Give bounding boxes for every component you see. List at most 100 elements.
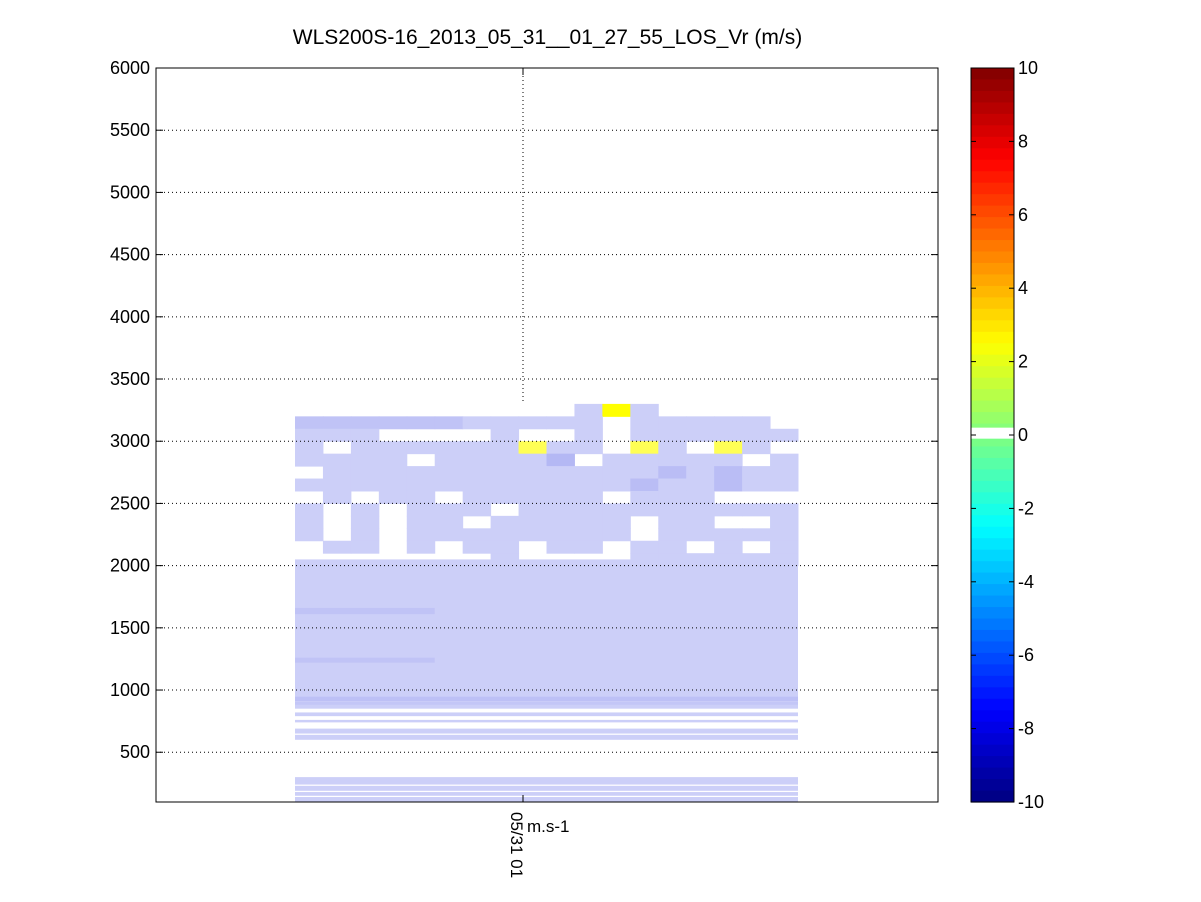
heatmap-cell [295,441,324,455]
colorbar-step [971,457,1014,471]
heatmap-cell [462,528,492,542]
colorbar-tick-label: 10 [1018,58,1038,78]
x-tick-label: 05/31 01 [507,812,528,902]
heatmap-cell [462,441,492,455]
colorbar-step [971,469,1014,482]
heatmap-cell [295,428,324,442]
heatmap-cell [714,453,743,467]
heatmap-cell [295,528,324,542]
heatmap-band [295,797,798,802]
colorbar-step [971,503,1014,516]
colorbar-step [971,675,1014,688]
colorbar-step [971,412,1014,425]
heatmap-cell [658,428,687,442]
colorbar-step [971,102,1014,115]
heatmap-cell [770,453,799,467]
heatmap-cell [406,441,436,455]
heatmap-cell [574,478,603,492]
heatmap-cell [574,515,603,529]
heatmap-cell [686,528,715,542]
heatmap-cell [714,553,743,567]
heatmap-cell [574,503,603,517]
heatmap-cell [462,540,492,554]
colorbar-step [971,366,1014,379]
colorbar-step [971,194,1014,207]
heatmap-cell [295,503,324,517]
heatmap-cell [742,528,771,542]
heatmap-cell [658,416,687,430]
heatmap-cell [378,490,408,504]
heatmap-cell [322,428,352,442]
heatmap-band [295,704,798,709]
heatmap-cell [770,528,799,542]
heatmap-cell [434,528,464,542]
heatmap-cell [546,466,575,480]
heatmap-cell [350,528,380,542]
heatmap-cell [462,416,492,430]
heatmap-cell [658,490,687,504]
heatmap-cell [546,528,575,542]
heatmap-cell [770,503,799,517]
heatmap-cell [518,528,547,542]
heatmap-cell [546,453,575,467]
y-tick-label: 3000 [110,431,150,451]
heatmap-cell [518,453,547,467]
heatmap-cell [322,490,352,504]
colorbar-step [971,744,1014,757]
heatmap-cell [406,503,436,517]
y-tick-label: 2000 [110,556,150,576]
colorbar-step [971,377,1014,390]
heatmap-cell [742,553,771,567]
colorbar-step [971,595,1014,608]
heatmap-cell [490,553,520,567]
heatmap-cell [658,441,687,455]
heatmap-cell [714,540,743,554]
colorbar-step [971,687,1014,700]
heatmap-cell [518,416,547,430]
heatmap-cell [770,478,799,492]
colorbar-step [971,125,1014,138]
heatmap-cell [658,453,687,467]
colorbar-step [971,664,1014,677]
heatmap-cell [686,503,715,517]
colorbar-step [971,549,1014,562]
heatmap-cell [630,490,659,504]
y-tick-label: 6000 [110,58,150,78]
heatmap-cell [602,453,631,467]
heatmap-cell [602,515,631,529]
heatmap-cell [630,466,659,480]
heatmap-cell [658,540,687,554]
heatmap-band [295,657,435,663]
colorbar: 10 8 6 4 2 0 -2 -4 -6 -8 -10 [970,58,1044,812]
heatmap-cell [378,453,408,467]
heatmap-cell [378,478,408,492]
heatmap-cell [658,515,687,529]
heatmap-cell [602,466,631,480]
heatmap-cell [462,453,492,467]
heatmap-cell [434,466,464,480]
heatmap-cell [406,416,436,430]
colorbar-step [971,756,1014,769]
heatmap-cell [322,453,352,467]
heatmap-region [295,559,798,697]
heatmap-cells [295,403,799,802]
heatmap-cell [630,403,659,417]
colorbar-tick-label: -4 [1018,572,1034,592]
heatmap-cell [742,478,771,492]
colorbar-tick-label: 2 [1018,352,1028,372]
colorbar-step [971,698,1014,711]
heatmap-band [295,777,798,785]
colorbar-step [971,90,1014,104]
heatmap-cell [686,553,715,567]
heatmap-cell [630,553,659,567]
heatmap-cell [770,540,799,554]
heatmap-cell [770,553,799,567]
heatmap-cell [546,503,575,517]
heatmap-band [295,712,798,717]
colorbar-step [971,148,1014,161]
heatmap-cell [630,540,659,554]
heatmap-cell [406,490,436,504]
colorbar-tick-label: -2 [1018,498,1034,518]
